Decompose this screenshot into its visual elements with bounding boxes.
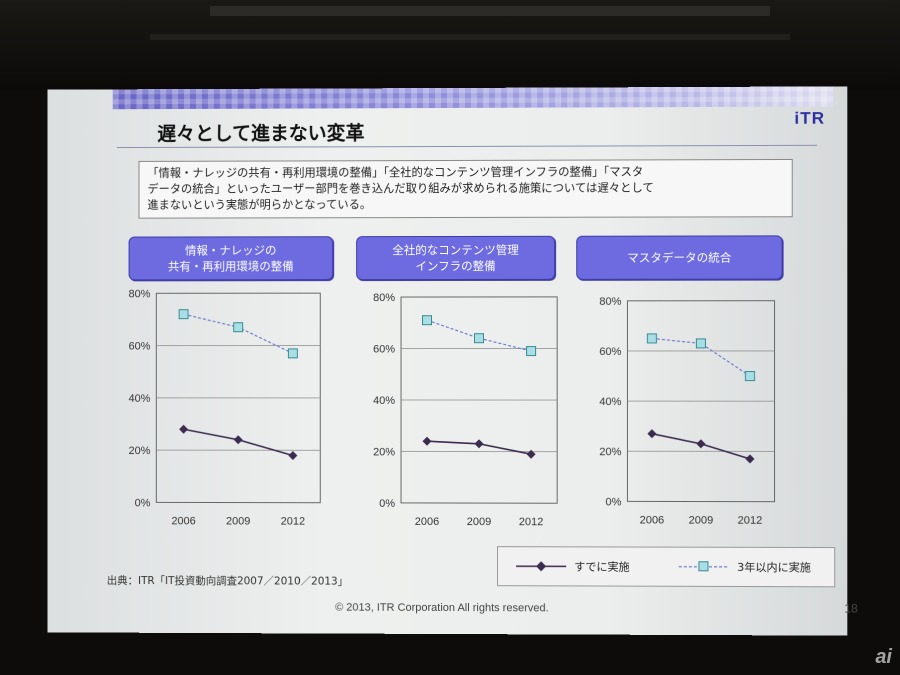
y-tick-label: 40% (129, 393, 151, 405)
data-point-diamond (647, 429, 656, 438)
data-point-square (179, 310, 188, 319)
y-tick-label: 80% (129, 288, 151, 300)
x-tick-label: 2012 (738, 515, 763, 527)
y-tick-label: 0% (135, 497, 151, 509)
legend-label-done: すでに実施 (574, 558, 629, 574)
data-point-diamond (527, 450, 536, 459)
ceiling-fixture (210, 6, 770, 16)
data-point-square (647, 334, 656, 343)
data-point-square (527, 347, 536, 356)
x-tick-label: 2006 (640, 514, 665, 526)
data-point-square (234, 323, 243, 332)
data-point-diamond (288, 451, 297, 460)
data-point-square (475, 334, 484, 343)
presentation-slide: iTR 遅々として進まない変革 「情報・ナレッジの共有・再利用環境の整備」「全社… (47, 86, 847, 635)
x-tick-label: 2012 (281, 516, 305, 528)
data-point-square (745, 372, 754, 381)
data-point-diamond (475, 439, 484, 448)
x-tick-label: 2009 (689, 515, 714, 527)
y-tick-label: 60% (599, 346, 621, 358)
data-point-square (288, 349, 297, 358)
y-tick-label: 40% (599, 396, 621, 408)
data-point-diamond (745, 454, 754, 463)
x-tick-label: 2012 (519, 516, 544, 528)
y-tick-label: 0% (379, 498, 395, 510)
legend-label-planned: 3年以内に実施 (737, 559, 811, 575)
y-tick-label: 20% (373, 446, 395, 458)
copyright-footer: © 2013, ITR Corporation All rights reser… (335, 602, 548, 615)
data-point-diamond (179, 425, 188, 434)
y-tick-label: 20% (129, 445, 151, 457)
data-point-square (696, 339, 705, 348)
y-tick-label: 60% (373, 343, 395, 355)
x-tick-label: 2009 (467, 516, 491, 528)
x-tick-label: 2006 (415, 516, 439, 528)
y-tick-label: 0% (605, 496, 621, 508)
source-note: 出典：ITR「IT投資動向調査2007／2010／2013」 (107, 573, 348, 589)
data-point-square (423, 316, 432, 325)
page-number: 18 (844, 601, 858, 615)
data-point-diamond (234, 435, 243, 444)
data-point-diamond (423, 437, 432, 446)
y-tick-label: 80% (599, 296, 621, 308)
y-tick-label: 60% (129, 341, 151, 353)
room-background (0, 0, 900, 90)
y-tick-label: 40% (373, 395, 395, 407)
y-tick-label: 80% (373, 292, 395, 304)
legend-diamond-marker (536, 561, 546, 571)
watermark-logo: ai (875, 646, 892, 669)
y-tick-label: 20% (599, 446, 621, 458)
x-tick-label: 2006 (171, 515, 195, 527)
series-line (184, 314, 293, 353)
legend: すでに実施 3年以内に実施 (497, 546, 835, 587)
legend-square-marker (699, 562, 708, 571)
x-tick-label: 2009 (226, 515, 250, 527)
data-point-diamond (696, 439, 705, 448)
ceiling-fixture (150, 34, 790, 40)
